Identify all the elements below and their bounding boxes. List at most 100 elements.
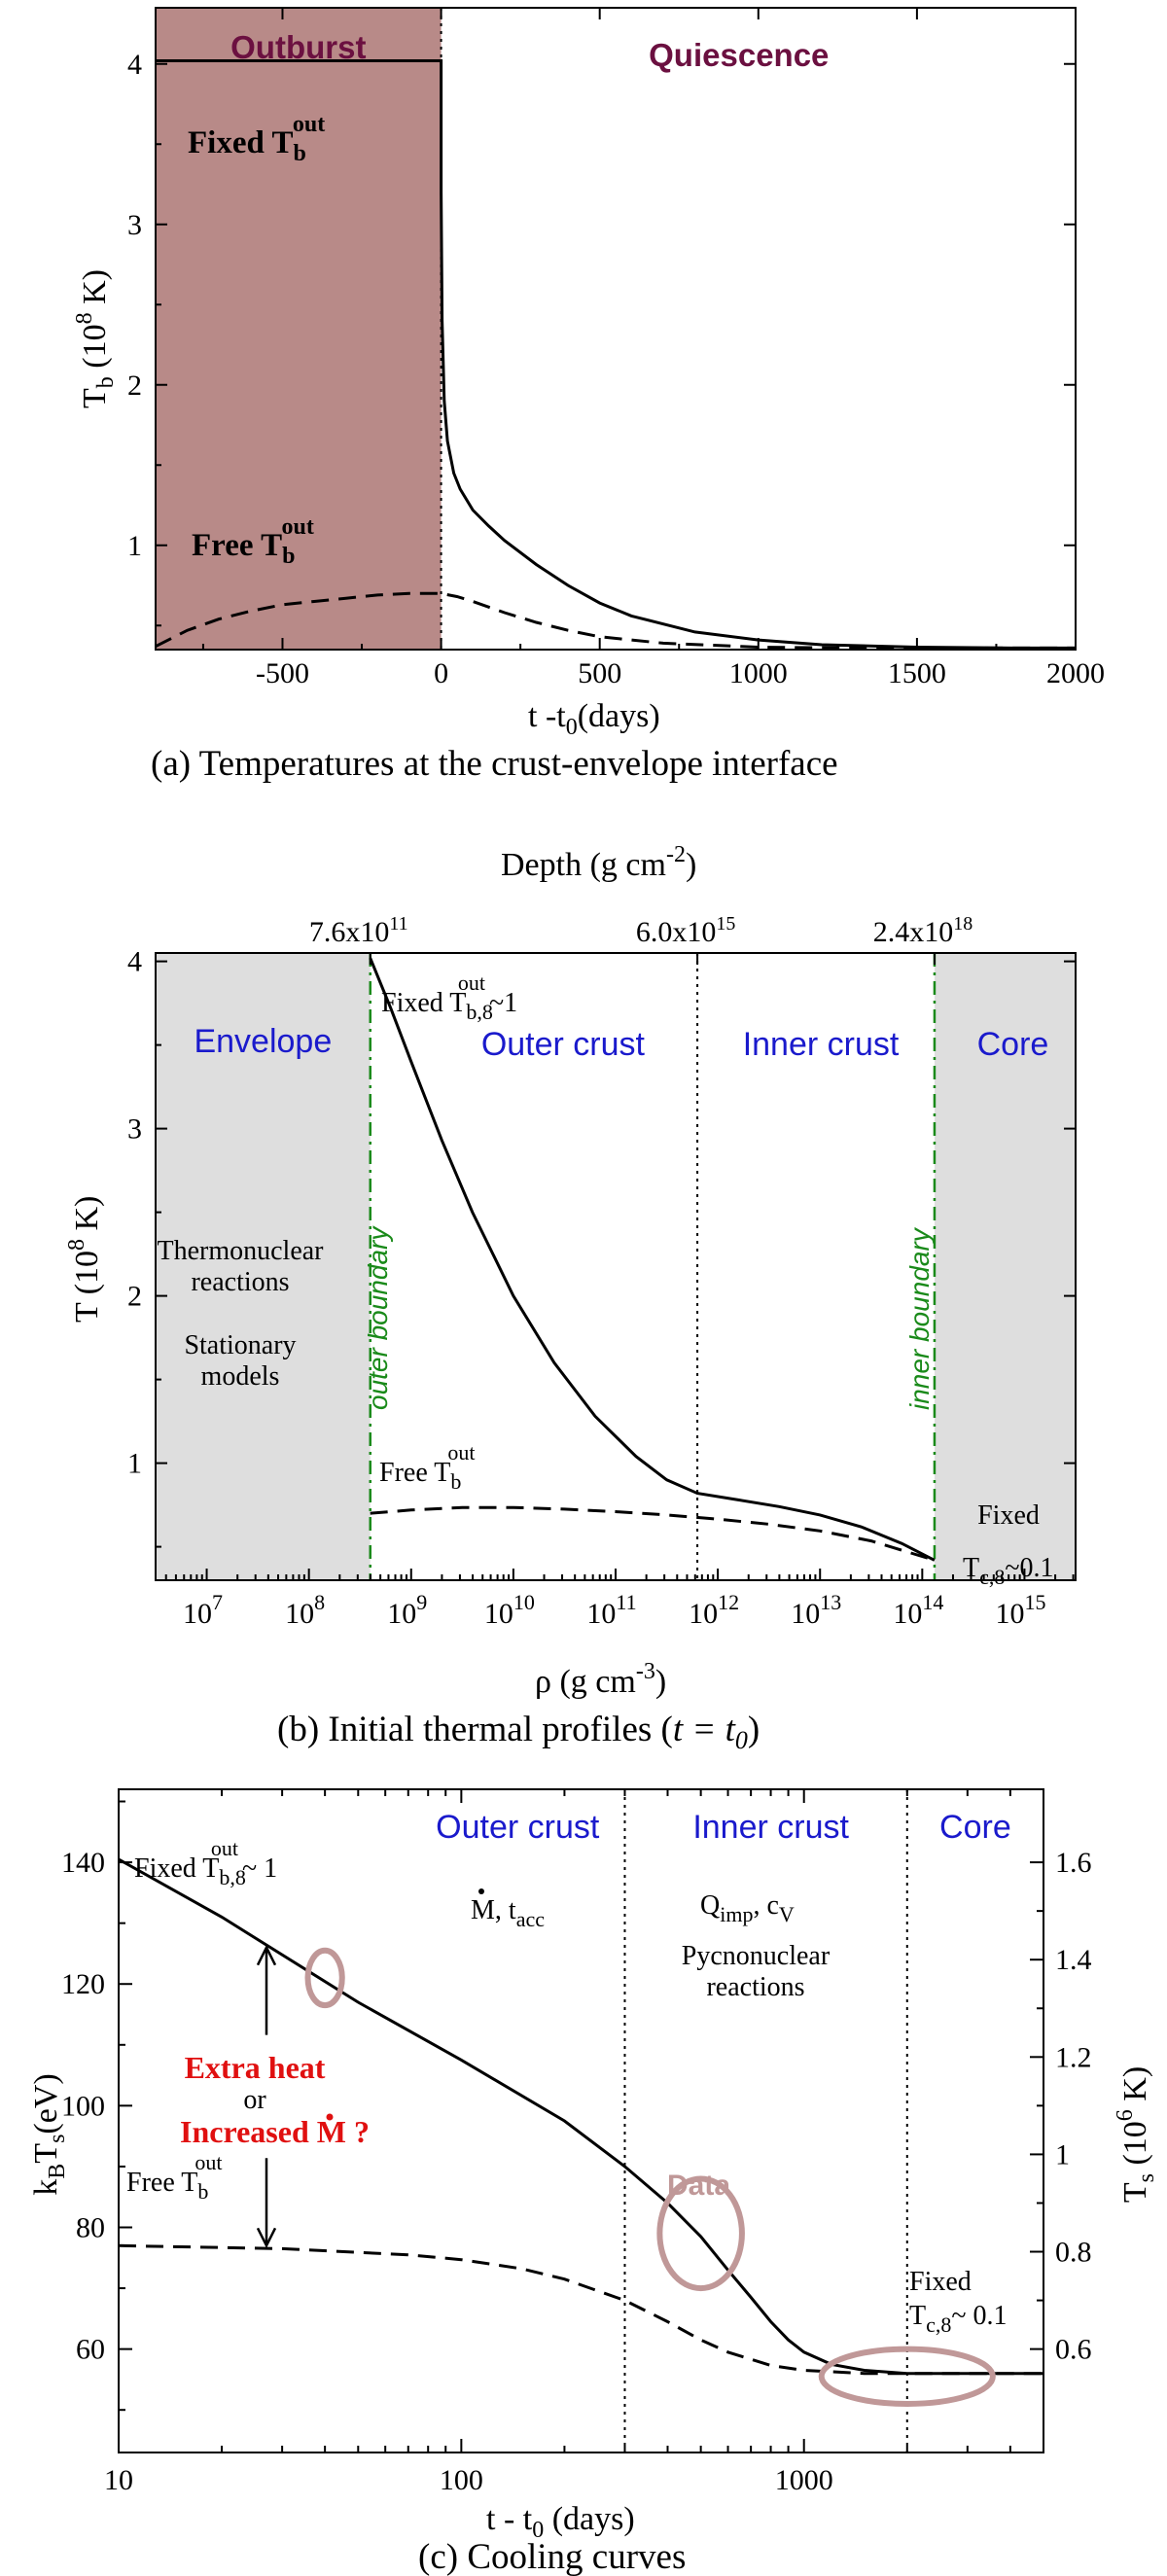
x-tick-label: 1013	[791, 1590, 841, 1630]
y-ticks: 1 2 3 4	[127, 49, 1076, 627]
x-tick-exponent: 8	[314, 1590, 325, 1614]
top-tick-label: 7.6x1011	[309, 913, 408, 948]
x-tick-label: 100	[440, 2464, 483, 2496]
outer-boundary-label: outer boundary	[363, 1225, 393, 1410]
series-label-free: Free Tbout	[126, 2150, 222, 2204]
svg-text:M, tacc: M, tacc	[471, 1895, 545, 1931]
data-ellipse	[304, 1947, 345, 2009]
mdot-dot	[478, 1888, 484, 1894]
y-tick-label: 2	[127, 1281, 142, 1313]
envelope-note-4: models	[201, 1361, 280, 1392]
plot-area-a	[155, 7, 1077, 651]
x-tick-exponent: 14	[922, 1590, 943, 1614]
inner-note-3: reactions	[706, 1972, 804, 2002]
envelope-note-3: Stationary	[184, 1330, 296, 1360]
x-tick-label: 1012	[689, 1590, 739, 1630]
region-label-outer-crust: Outer crust	[436, 1809, 600, 1846]
plot-frame	[118, 1788, 1044, 2453]
increased-mdot-label: Increased M ?	[180, 2114, 370, 2149]
arrow-head-down	[256, 2227, 277, 2249]
data-label: Data	[667, 2170, 730, 2202]
region-label-envelope: Envelope	[194, 1023, 332, 1060]
y-axis-label: kBTs(eV)	[28, 2073, 70, 2195]
y-tick-label: 1	[127, 530, 142, 562]
y-tick-label: 80	[76, 2211, 105, 2243]
inner-note-1: Qimp, cV	[700, 1890, 795, 1926]
x-ticks: 107 108 109 1010 1011 1012 1013 1014 1015	[164, 1569, 1075, 1630]
top-axis-label: Depth (g cm-2)	[501, 842, 696, 883]
y2-ticks: 0.6 0.8 1 1.2 1.4 1.6	[1030, 1847, 1092, 2366]
chart-panel-c: 10 100 1000 60 80 100 120 140 0.6 0.8 1 1.2 1.4 1.6…	[28, 1788, 1159, 2576]
y-tick-label: 140	[61, 1847, 105, 1879]
top-tick-exponent: 18	[953, 913, 972, 935]
y-tick-label: 2	[127, 370, 142, 402]
envelope-note-1: Thermonuclear	[157, 1236, 324, 1266]
x-tick-exponent: 7	[212, 1590, 223, 1614]
y-tick-label: 120	[61, 1968, 105, 2000]
region-label-inner-crust: Inner crust	[692, 1809, 849, 1846]
region-label-quiescence: Quiescence	[649, 37, 829, 73]
plot-area-c	[118, 1788, 1044, 2453]
x-tick-exponent: 9	[416, 1590, 427, 1614]
region-label-core: Core	[939, 1809, 1011, 1846]
x-tick-label: 2000	[1046, 657, 1105, 689]
y2-tick-label: 1.4	[1055, 1944, 1092, 1976]
x-tick-label: 1010	[484, 1590, 535, 1630]
envelope-note-2: reactions	[191, 1267, 289, 1297]
core-note-2: Tc,8~ 0.1	[909, 2301, 1008, 2337]
x-axis-label: t - t0 (days)	[486, 2501, 635, 2543]
x-tick-label: 0	[434, 657, 448, 689]
core-note-2: Tc,8~0.1	[963, 1553, 1054, 1589]
x-tick-label: 500	[578, 657, 621, 689]
x-tick-label: 1000	[775, 2464, 833, 2496]
core-region	[934, 953, 1076, 1580]
region-label-inner-crust: Inner crust	[743, 1026, 900, 1063]
series-fixed-tb-line	[156, 59, 1076, 650]
x-ticks: 10 100 1000	[104, 1789, 1044, 2496]
x-tick-exponent: 10	[513, 1590, 535, 1614]
caption-b: (b) Initial thermal profiles (t = t0)	[277, 1710, 760, 1750]
series-fixed-tb-line	[369, 957, 936, 1562]
extra-heat-label: Extra heat	[185, 2050, 326, 2085]
outer-note: M, tacc	[471, 1888, 545, 1931]
x-tick-label: -500	[256, 657, 309, 689]
y-tick-label: 4	[127, 49, 142, 81]
region-label-outburst: Outburst	[230, 29, 366, 65]
arrow-head-up	[256, 1944, 277, 1966]
y-axis-label: T (108 K)	[64, 1196, 105, 1323]
envelope-region	[156, 953, 371, 1580]
x-axis-label: t -t0(days)	[528, 698, 660, 740]
x-tick-exponent: 12	[718, 1590, 739, 1614]
increased-mdot-dot	[326, 2113, 334, 2121]
x-tick-label: 1000	[729, 657, 788, 689]
x-tick-exponent: 11	[616, 1590, 636, 1614]
y-axis-label: Tb (108 K)	[72, 269, 119, 408]
or-label: or	[243, 2085, 266, 2115]
series-free-tb-line	[118, 2243, 1043, 2376]
outburst-region	[156, 8, 442, 650]
top-tick-exponent: 15	[716, 913, 735, 935]
top-tick-label: 6.0x1015	[636, 913, 736, 948]
y2-tick-label: 0.8	[1055, 2237, 1092, 2269]
y2-tick-label: 1.6	[1055, 1847, 1092, 1879]
series-label-free: Free Tbout	[192, 514, 314, 569]
y-tick-label: 1	[127, 1448, 142, 1480]
inner-note-2: Pycnonuclear	[682, 1941, 831, 1971]
x-tick-label: 1011	[586, 1590, 636, 1630]
x-tick-label: 1014	[893, 1590, 943, 1630]
y2-tick-label: 1	[1055, 2138, 1070, 2170]
y-tick-label: 60	[76, 2334, 105, 2366]
y-tick-label: 100	[61, 2090, 105, 2122]
top-depth-ticks: 7.6x1011 6.0x1015 2.4x1018	[309, 913, 972, 965]
series-label-fixed: Fixed Tb,8out~ 1	[134, 1836, 277, 1889]
series-label-fixed: Fixed Tb,8out~1	[381, 970, 517, 1024]
inner-boundary-label: inner boundary	[904, 1226, 935, 1410]
x-tick-label: 109	[387, 1590, 427, 1630]
y2-tick-label: 1.2	[1055, 2041, 1092, 2073]
x-ticks: -500 0 500 1000 1500 2000	[201, 8, 1105, 689]
data-ellipse	[656, 2175, 745, 2292]
x-tick-label: 10	[104, 2464, 133, 2496]
top-tick-label: 2.4x1018	[873, 913, 973, 948]
x-tick-label: 1500	[888, 657, 946, 689]
